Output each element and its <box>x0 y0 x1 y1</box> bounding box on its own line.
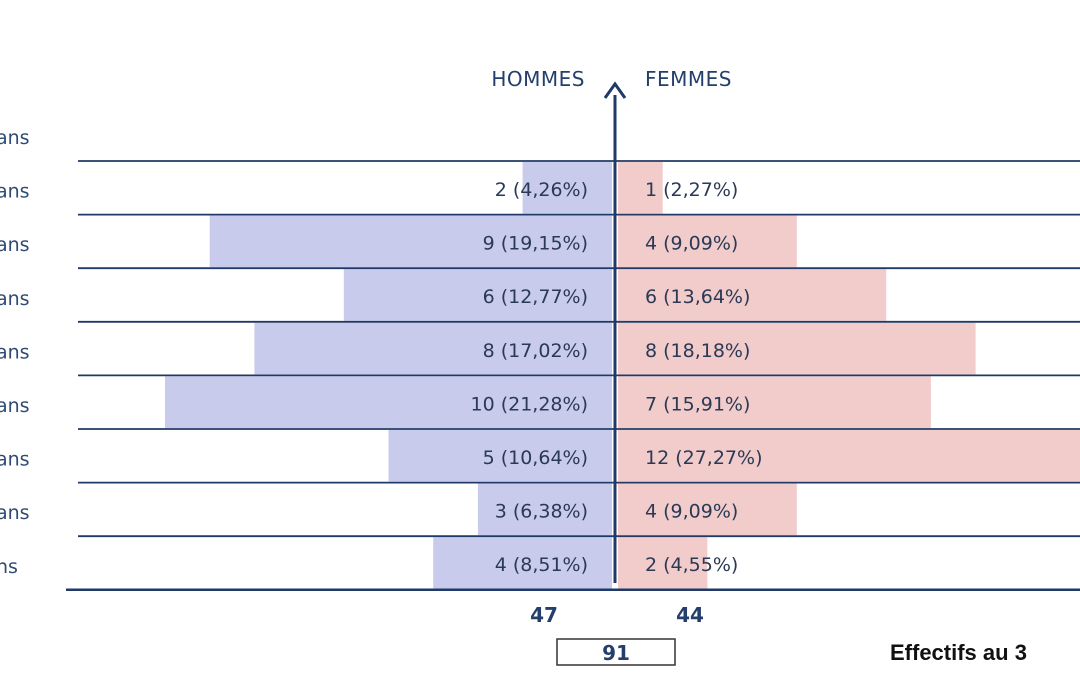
men-header: HOMMES <box>491 67 585 91</box>
women-value-label: 12 (27,27%) <box>645 447 763 469</box>
women-bar <box>618 215 797 268</box>
men-value-label: 3 (6,38%) <box>495 501 588 523</box>
age-label: ans <box>0 449 30 471</box>
axis-arrow-icon <box>603 81 627 99</box>
men-bar <box>343 269 612 321</box>
men-bar <box>522 162 612 214</box>
men-bar <box>254 322 612 375</box>
center-axis <box>603 81 627 583</box>
women-value-label: 1 (2,27%) <box>645 179 738 201</box>
women-bar <box>618 322 976 375</box>
men-bar <box>388 430 612 482</box>
age-label: ns <box>0 556 18 578</box>
age-label: ans <box>0 288 30 310</box>
men-value-label: 9 (19,15%) <box>483 233 588 255</box>
men-value-label: 5 (10,64%) <box>483 447 588 469</box>
men-bar <box>209 215 612 268</box>
women-value-label: 6 (13,64%) <box>645 286 750 308</box>
women-bar <box>618 162 663 214</box>
women-bar <box>618 269 887 321</box>
women-header: FEMMES <box>645 67 732 91</box>
age-label: ans <box>0 502 30 524</box>
women-value-label: 4 (9,09%) <box>645 233 738 255</box>
caption: Effectifs au 3 <box>890 640 1027 665</box>
age-label: ans <box>0 395 30 417</box>
men-value-label: 4 (8,51%) <box>495 554 588 576</box>
men-value-label: 10 (21,28%) <box>471 393 589 415</box>
row-separators <box>66 160 1080 592</box>
men-bar <box>433 537 612 589</box>
women-bar <box>618 430 1080 482</box>
age-label: ans <box>0 341 30 363</box>
age-label: ans <box>0 181 30 203</box>
women-value-label: 8 (18,18%) <box>645 340 750 362</box>
women-value-label: 2 (4,55%) <box>645 554 738 576</box>
grand-total-box <box>556 638 676 666</box>
men-bar <box>477 483 612 536</box>
bars-layer <box>165 162 1080 589</box>
women-bar <box>618 483 797 536</box>
women-bar <box>618 376 931 428</box>
men-value-label: 8 (17,02%) <box>483 340 588 362</box>
men-total: 47 <box>530 603 558 627</box>
women-value-label: 4 (9,09%) <box>645 501 738 523</box>
women-value-label: 7 (15,91%) <box>645 393 750 415</box>
women-bar <box>618 537 708 589</box>
age-label: ans <box>0 234 30 256</box>
grand-total: 91 <box>602 641 630 665</box>
labels-layer: ans ans ans ans ans ans ans ans ns 2 (4,26%) 1 (2,… <box>0 127 763 578</box>
men-bar <box>165 376 612 428</box>
age-label: ans <box>0 127 30 149</box>
women-total: 44 <box>676 603 704 627</box>
men-value-label: 2 (4,26%) <box>495 179 588 201</box>
men-value-label: 6 (12,77%) <box>483 286 588 308</box>
